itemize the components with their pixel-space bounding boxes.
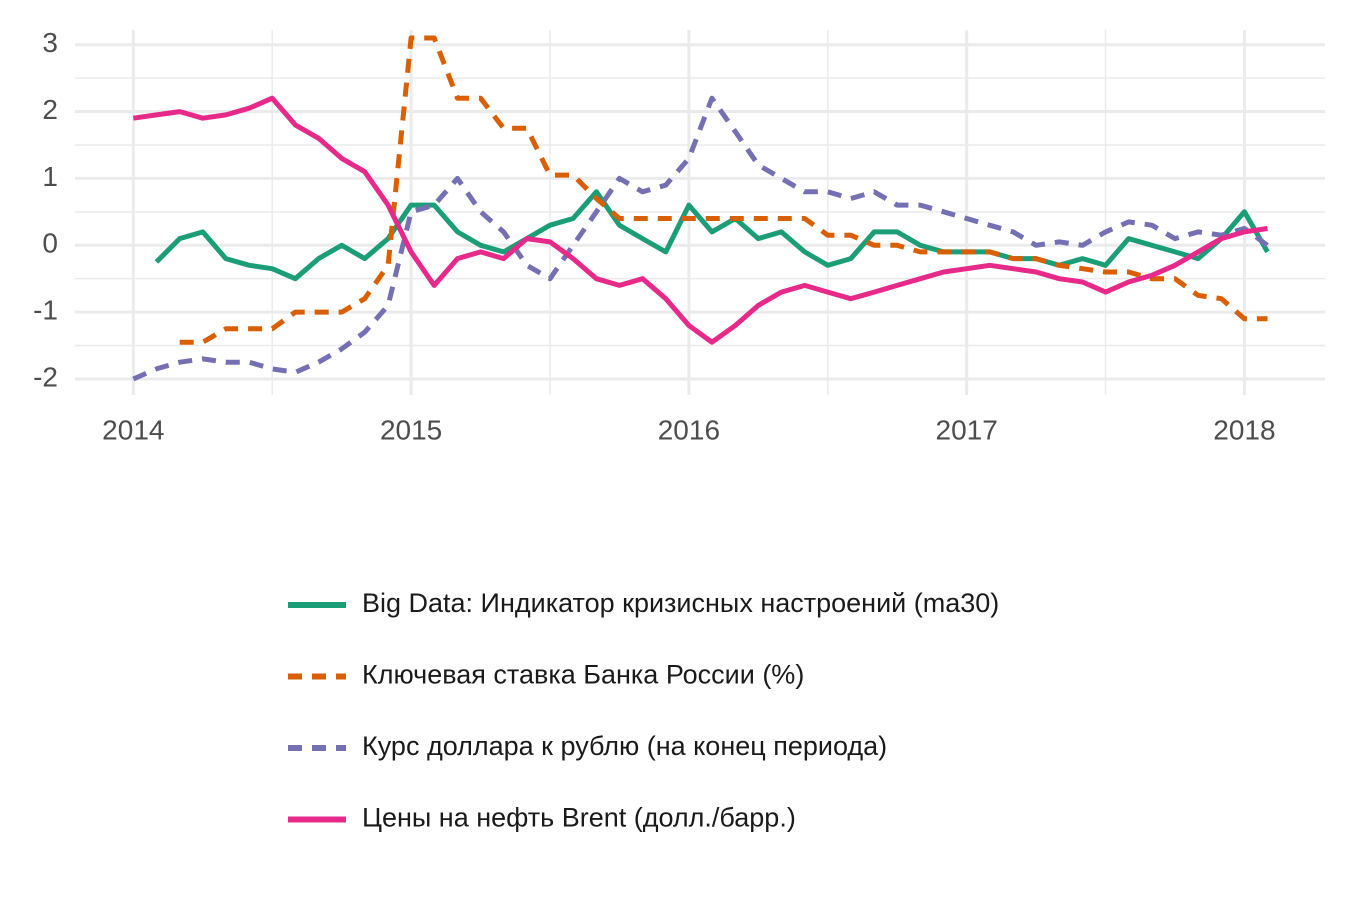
x-tick-label: 2014 — [102, 414, 164, 445]
legend-label: Цены на нефть Brent (долл./барр.) — [362, 803, 796, 833]
series-line — [132, 95, 1268, 345]
legend-label: Ключевая ставка Банка России (%) — [362, 660, 804, 690]
y-tick-label: -1 — [33, 294, 58, 325]
y-tick-label: 1 — [42, 161, 58, 192]
y-tick-label: -2 — [33, 361, 58, 392]
x-tick-label: 2018 — [1213, 414, 1275, 445]
legend-label: Курс доллара к рублю (на конец периода) — [362, 731, 887, 761]
series-line — [179, 35, 1268, 345]
series-line — [132, 95, 1269, 382]
x-tick-label: 2016 — [658, 414, 720, 445]
y-tick-label: 2 — [42, 94, 58, 125]
x-tick-label: 2017 — [936, 414, 998, 445]
y-tick-label: 3 — [42, 27, 58, 58]
y-tick-label: 0 — [42, 228, 58, 259]
legend-label: Big Data: Индикатор кризисных настроений… — [362, 588, 999, 618]
x-tick-label: 2015 — [380, 414, 442, 445]
series-line — [154, 189, 1270, 282]
